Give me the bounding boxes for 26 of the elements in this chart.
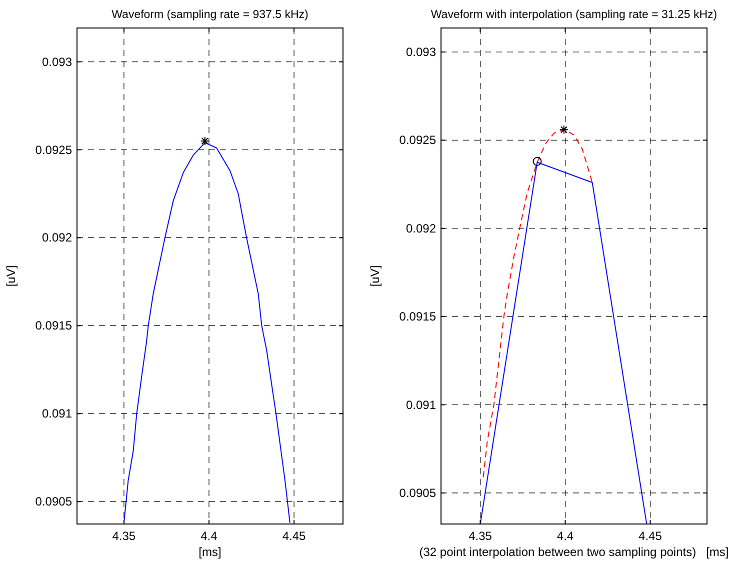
- line-series: [123, 142, 290, 524]
- y-tick-label: 0.093: [42, 54, 72, 69]
- y-tick-label: 0.091: [406, 398, 436, 412]
- y-tick-label: 0.092: [406, 221, 436, 236]
- x-tick-label: 4.4: [200, 529, 218, 543]
- y-tick-label: 0.0915: [399, 310, 436, 324]
- y-tick-label: 0.0905: [35, 494, 72, 509]
- x-tick-label: 4.45: [282, 529, 306, 543]
- x-tick-label: 4.35: [112, 529, 136, 543]
- x-tick-label: 4.4: [556, 529, 574, 543]
- y-axis-title: [uV]: [368, 265, 382, 287]
- y-tick-label: 0.0905: [399, 486, 436, 500]
- y-tick-label: 0.0915: [35, 318, 72, 333]
- y-tick-label: 0.0925: [35, 142, 72, 157]
- y-tick-label: 0.093: [406, 44, 436, 59]
- y-tick-label: 0.091: [42, 406, 72, 421]
- line-series: [482, 129, 593, 478]
- x-tick-label: 4.35: [468, 529, 492, 543]
- chart-title: Waveform with interpolation (sampling rate = 31.25 kHz): [430, 9, 718, 21]
- x-tick-label: 4.45: [638, 529, 662, 543]
- y-tick-label: 0.0925: [399, 133, 436, 148]
- x-axis-title: (32 point interpolation between two sampling points) [ms]: [419, 545, 729, 559]
- chart-title: Waveform (sampling rate = 937.5 kHz): [112, 9, 309, 21]
- y-axis-title: [uV]: [4, 265, 18, 287]
- x-axis-title: [ms]: [198, 545, 222, 559]
- y-tick-label: 0.092: [42, 230, 72, 245]
